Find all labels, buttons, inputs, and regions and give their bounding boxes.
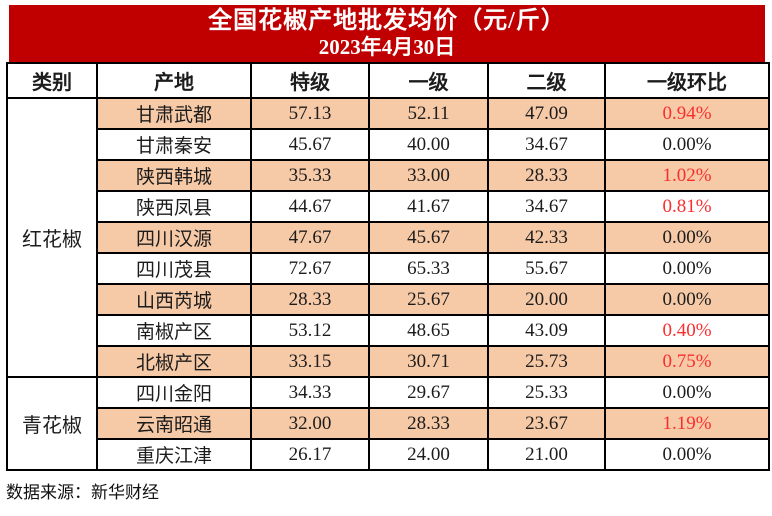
mom-change-cell: 0.00% — [604, 376, 770, 409]
grade2-price-cell: 23.67 — [487, 407, 606, 440]
table-row: 陕西韩城 35.33 33.00 28.33 1.02% — [7, 159, 770, 192]
mom-change-cell: 0.00% — [604, 438, 770, 471]
grade2-price-cell: 21.00 — [487, 438, 606, 471]
grade2-price-cell: 20.00 — [487, 283, 606, 316]
col-header-origin: 产地 — [96, 62, 252, 99]
grade1-price-cell: 52.11 — [368, 97, 489, 130]
col-header-premium-grade: 特级 — [250, 62, 370, 99]
origin-cell: 山西芮城 — [96, 283, 252, 316]
premium-price-cell: 44.67 — [250, 190, 370, 223]
grade2-price-cell: 55.67 — [487, 252, 606, 285]
mom-change-cell: 1.02% — [604, 159, 770, 192]
grade2-price-cell: 28.33 — [487, 159, 606, 192]
grade1-price-cell: 30.71 — [368, 345, 489, 378]
grade2-price-cell: 25.73 — [487, 345, 606, 378]
table-row: 重庆江津 26.17 24.00 21.00 0.00% — [7, 438, 770, 471]
origin-cell: 云南昭通 — [96, 407, 252, 440]
origin-cell: 重庆江津 — [96, 438, 252, 471]
table-row: 红花椒 甘肃武都 57.13 52.11 47.09 0.94% — [6, 97, 770, 378]
col-header-category: 类别 — [6, 62, 98, 99]
table-row: 四川汉源 47.67 45.67 42.33 0.00% — [7, 221, 770, 254]
grade2-price-cell: 43.09 — [487, 314, 606, 347]
origin-cell: 陕西凤县 — [96, 190, 252, 223]
origin-cell: 甘肃武都 — [96, 97, 252, 130]
premium-price-cell: 53.12 — [250, 314, 370, 347]
grade2-price-cell: 34.67 — [487, 190, 606, 223]
grade1-price-cell: 40.00 — [368, 128, 489, 161]
price-table: 类别 产地 特级 一级 二级 一级环比 红花椒 甘肃武都 57.13 52.11 47.… — [6, 62, 770, 471]
origin-cell: 四川汉源 — [96, 221, 252, 254]
mom-change-cell: 0.75% — [604, 345, 770, 378]
col-header-grade1-mom: 一级环比 — [604, 62, 770, 99]
page: 全国花椒产地批发均价（元/斤） 2023年4月30日 类别 产地 特级 一级 二… — [6, 5, 770, 503]
grade2-price-cell: 25.33 — [487, 376, 606, 409]
premium-price-cell: 33.15 — [250, 345, 370, 378]
mom-change-cell: 0.81% — [604, 190, 770, 223]
col-header-grade1: 一级 — [368, 62, 489, 99]
grade1-price-cell: 25.67 — [368, 283, 489, 316]
grade1-price-cell: 48.65 — [368, 314, 489, 347]
mom-change-cell: 1.19% — [604, 407, 770, 440]
title-banner: 全国花椒产地批发均价（元/斤） 2023年4月30日 — [9, 5, 765, 62]
data-source: 数据来源：新华财经 — [6, 483, 159, 502]
mom-change-cell: 0.00% — [604, 128, 770, 161]
origin-cell: 甘肃秦安 — [96, 128, 252, 161]
grade1-price-cell: 24.00 — [368, 438, 489, 471]
table-row: 青花椒 四川金阳 34.33 29.67 25.33 0.00% — [6, 376, 770, 471]
grade1-price-cell: 33.00 — [368, 159, 489, 192]
table-row: 南椒产区 53.12 48.65 43.09 0.40% — [7, 314, 770, 347]
grade1-price-cell: 29.67 — [368, 376, 489, 409]
premium-price-cell: 28.33 — [250, 283, 370, 316]
origin-cell: 陕西韩城 — [96, 159, 252, 192]
grade2-price-cell: 42.33 — [487, 221, 606, 254]
col-header-grade2: 二级 — [487, 62, 606, 99]
table-row: 陕西凤县 44.67 41.67 34.67 0.81% — [7, 190, 770, 223]
premium-price-cell: 72.67 — [250, 252, 370, 285]
grade1-price-cell: 41.67 — [368, 190, 489, 223]
origin-cell: 北椒产区 — [96, 345, 252, 378]
table-row: 四川茂县 72.67 65.33 55.67 0.00% — [7, 252, 770, 285]
premium-price-cell: 34.33 — [250, 376, 370, 409]
mom-change-cell: 0.40% — [604, 314, 770, 347]
grade1-price-cell: 65.33 — [368, 252, 489, 285]
premium-price-cell: 26.17 — [250, 438, 370, 471]
table-row: 甘肃秦安 45.67 40.00 34.67 0.00% — [7, 128, 770, 161]
origin-cell: 四川茂县 — [96, 252, 252, 285]
premium-price-cell: 57.13 — [250, 97, 370, 130]
category-cell: 红花椒 — [6, 97, 98, 378]
page-title: 全国花椒产地批发均价（元/斤） — [208, 8, 566, 34]
premium-price-cell: 32.00 — [250, 407, 370, 440]
table-row: 山西芮城 28.33 25.67 20.00 0.00% — [7, 283, 770, 316]
grade2-price-cell: 47.09 — [487, 97, 606, 130]
mom-change-cell: 0.00% — [604, 283, 770, 316]
table-row: 北椒产区 33.15 30.71 25.73 0.75% — [7, 345, 770, 378]
mom-change-cell: 0.00% — [604, 252, 770, 285]
category-cell: 青花椒 — [6, 376, 98, 471]
grade2-price-cell: 34.67 — [487, 128, 606, 161]
price-table-body: 红花椒 甘肃武都 57.13 52.11 47.09 0.94% 甘肃秦安 45.67 40.0… — [6, 97, 770, 471]
page-date: 2023年4月30日 — [318, 35, 456, 59]
grade1-price-cell: 28.33 — [368, 407, 489, 440]
origin-cell: 四川金阳 — [96, 376, 252, 409]
premium-price-cell: 45.67 — [250, 128, 370, 161]
table-row: 云南昭通 32.00 28.33 23.67 1.19% — [7, 407, 770, 440]
premium-price-cell: 35.33 — [250, 159, 370, 192]
origin-cell: 南椒产区 — [96, 314, 252, 347]
grade1-price-cell: 45.67 — [368, 221, 489, 254]
table-header-row: 类别 产地 特级 一级 二级 一级环比 — [6, 62, 770, 99]
mom-change-cell: 0.00% — [604, 221, 770, 254]
premium-price-cell: 47.67 — [250, 221, 370, 254]
mom-change-cell: 0.94% — [604, 97, 770, 130]
